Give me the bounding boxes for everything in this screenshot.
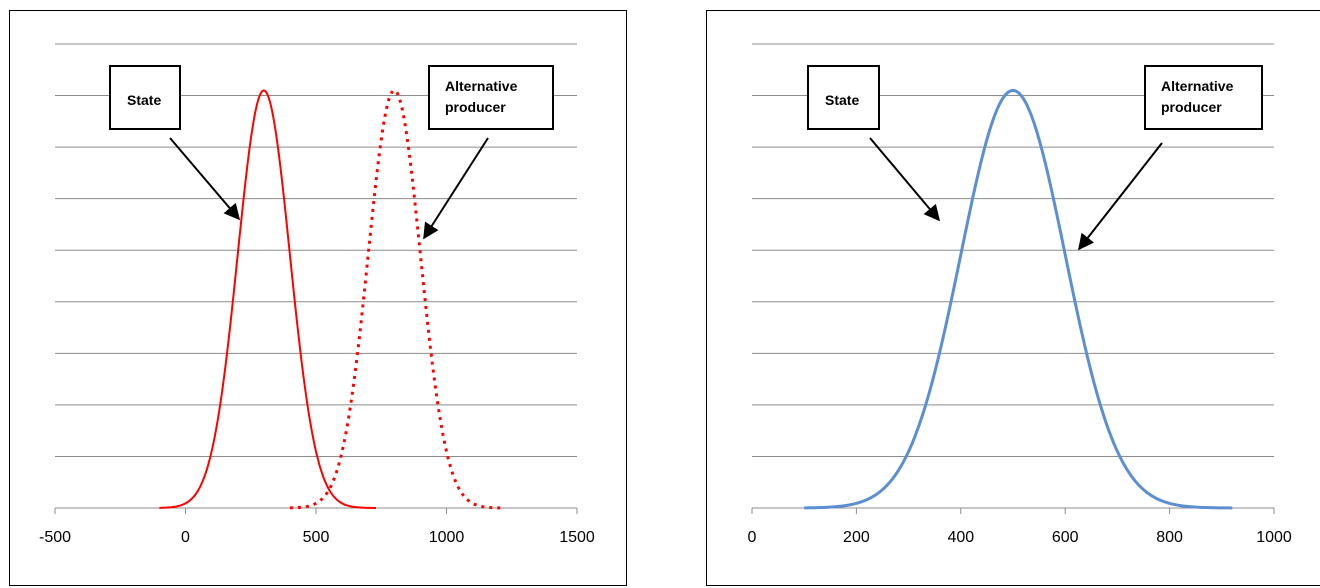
chart-panel-right: 0 200 400 600 800 1000 State Alternative produce… [706,10,1320,586]
annotation-text: Alternative [445,78,518,94]
annotation-arrow [169,137,241,221]
x-tick-label: 1500 [559,529,595,546]
x-tick-label: 200 [843,529,870,546]
x-tick-label: 0 [181,529,190,546]
x-tick-label: -500 [39,529,71,546]
annotation-text: producer [1161,99,1222,115]
annotation-box [807,65,880,130]
x-tick-label: 600 [1052,529,1079,546]
annotation-arrow [869,137,941,222]
x-tick-label: 0 [748,529,757,546]
chart-right: 0 200 400 600 800 1000 State Alternative produce… [748,43,1292,546]
series-line [159,89,377,509]
x-tick-label: 1000 [1256,529,1292,546]
annotation-box [109,65,181,130]
annotation-text: State [825,92,859,108]
x-tick-label: 500 [303,529,330,546]
annotation-text: Alternative [1161,78,1234,94]
annotation-box [428,65,554,130]
series-line [804,88,1233,510]
x-tick-label: 400 [947,529,974,546]
annotation-box [1144,65,1263,130]
series-line-dotted [289,88,502,510]
chart-left: -500 0 500 1000 1500 State Alternative producer [39,43,595,546]
annotation-arrow [1078,142,1163,251]
annotation-arrow [423,137,489,240]
chart-panel-left: -500 0 500 1000 1500 State Alternative producer [9,10,627,586]
annotation-text: State [127,92,161,108]
annotation-text: producer [445,99,506,115]
x-tick-label: 1000 [429,529,465,546]
x-tick-label: 800 [1156,529,1183,546]
